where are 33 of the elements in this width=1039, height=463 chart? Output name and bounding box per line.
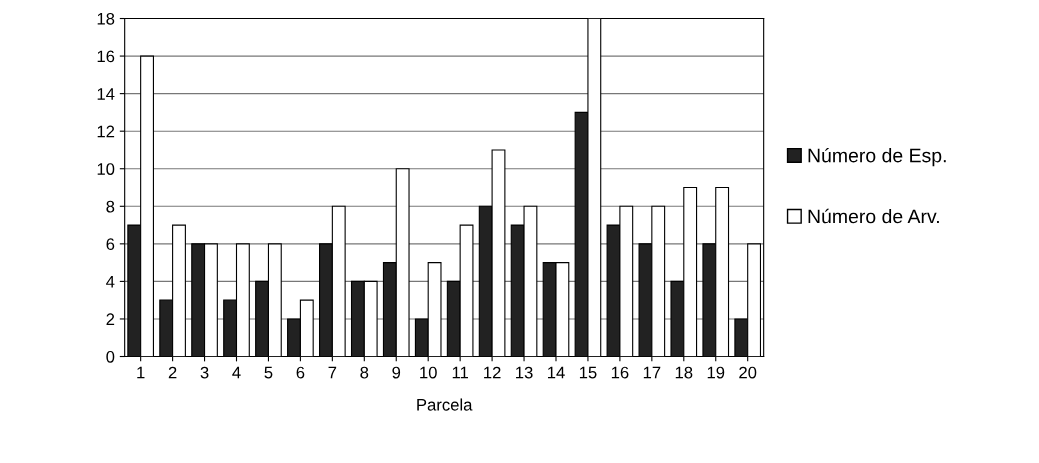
x-tick-label: 7 (328, 366, 337, 379)
y-tick-label: 4 (106, 275, 115, 288)
x-axis-title: Parcela (417, 398, 473, 411)
x-tick-label: 9 (392, 366, 401, 379)
x-tick-label: 17 (643, 366, 661, 379)
x-tick-label: 15 (579, 366, 597, 379)
x-tick-label: 12 (484, 366, 501, 379)
y-tick-label: 10 (97, 163, 115, 175)
x-tick-label: 16 (611, 366, 629, 379)
x-tick-label: 19 (707, 366, 725, 379)
y-tick-label: 0 (106, 350, 115, 363)
x-tick-label: 14 (548, 366, 565, 379)
legend-label: Número de Esp. (808, 147, 946, 167)
legend-label: Número de Arv. (808, 208, 939, 224)
y-tick-label: 6 (106, 238, 115, 251)
x-tick-label: 1 (137, 366, 145, 379)
x-tick-label: 8 (360, 366, 369, 379)
x-tick-label: 4 (232, 366, 241, 379)
y-tick-label: 8 (106, 200, 115, 213)
y-tick-label: 16 (97, 50, 115, 63)
y-tick-label: 2 (106, 313, 115, 325)
x-tick-label: 13 (516, 366, 533, 379)
x-tick-label: 20 (739, 366, 757, 379)
x-tick-label: 2 (168, 366, 177, 379)
x-tick-label: 18 (675, 366, 693, 379)
x-tick-label: 6 (296, 366, 305, 379)
y-tick-label: 18 (97, 12, 115, 25)
x-tick-label: 10 (420, 366, 437, 379)
x-tick-label: 5 (264, 366, 273, 379)
x-tick-label: 11 (452, 366, 468, 379)
x-tick-label: 3 (200, 366, 209, 379)
y-tick-label: 12 (97, 125, 115, 138)
y-tick-label: 14 (97, 88, 115, 100)
